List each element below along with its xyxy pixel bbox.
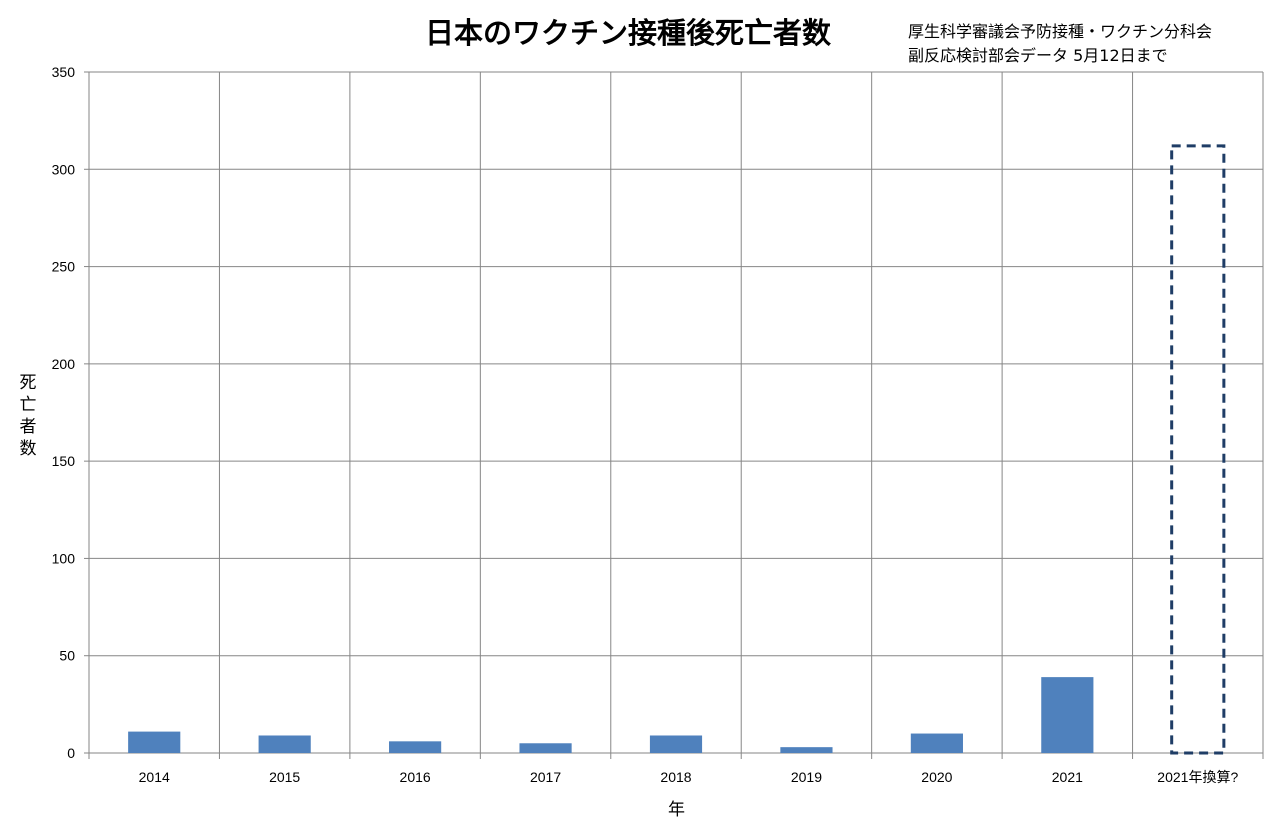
- x-tick-label: 2014: [139, 769, 170, 785]
- bar: [649, 735, 703, 753]
- y-tick-label: 0: [67, 745, 75, 761]
- projected-bar-outline: [1170, 144, 1226, 755]
- x-tick-label: 2021: [1052, 769, 1083, 785]
- y-tick-label: 100: [52, 550, 76, 566]
- bar: [780, 747, 833, 753]
- bar: [1041, 677, 1094, 753]
- bar: [128, 731, 181, 753]
- x-tick-label: 2021年換算?: [1157, 769, 1238, 785]
- x-tick-label: 2016: [400, 769, 431, 785]
- bar: [389, 741, 442, 753]
- x-axis-label: 年: [668, 800, 685, 820]
- x-tick-label: 2015: [269, 769, 300, 785]
- bar: [910, 733, 963, 753]
- chart-title: 日本のワクチン接種後死亡者数: [425, 16, 832, 50]
- y-tick-label: 250: [52, 259, 76, 275]
- source-note: 厚生科学審議会予防接種・ワクチン分科会 副反応検討部会データ 5月12日まで: [908, 20, 1212, 68]
- y-tick-label: 150: [52, 453, 76, 469]
- x-tick-label: 2019: [791, 769, 822, 785]
- bar: [519, 743, 572, 753]
- x-tick-label: 2020: [921, 769, 952, 785]
- source-note-line-2: 副反応検討部会データ 5月12日まで: [908, 46, 1168, 65]
- source-note-line-1: 厚生科学審議会予防接種・ワクチン分科会: [908, 22, 1213, 41]
- x-tick-label: 2018: [660, 769, 691, 785]
- y-tick-label: 350: [52, 64, 76, 80]
- bar: [258, 735, 311, 753]
- y-tick-label: 200: [52, 356, 76, 372]
- y-tick-label: 300: [52, 161, 76, 177]
- y-tick-label: 50: [59, 648, 75, 664]
- x-tick-label: 2017: [530, 769, 561, 785]
- y-axis-label: 死亡者数: [19, 373, 37, 459]
